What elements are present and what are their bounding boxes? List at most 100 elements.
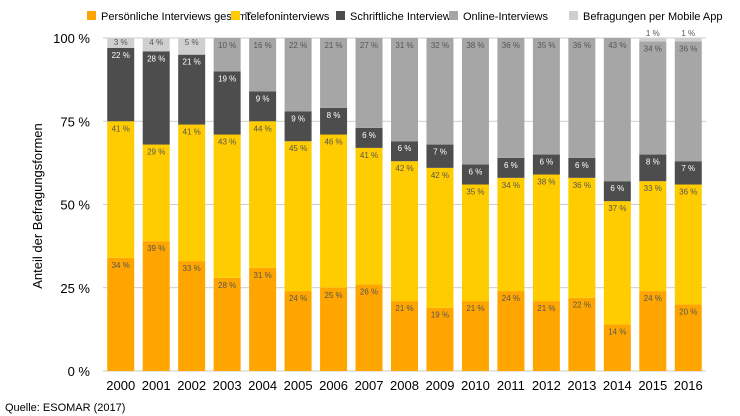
data-label: 28 %	[147, 54, 165, 63]
data-label: 4 %	[149, 38, 163, 47]
bar-segment	[391, 141, 418, 162]
x-tick-label: 2010	[461, 378, 490, 393]
data-label: 3 %	[114, 38, 128, 47]
legend-label: Telefoninterviews	[245, 11, 330, 23]
bar-segment	[355, 284, 383, 371]
data-label: 29 %	[147, 148, 165, 157]
bar-segment	[142, 241, 170, 371]
bar-segment	[320, 134, 348, 288]
bar-segment	[674, 41, 702, 162]
bar-segment	[213, 38, 241, 72]
bar-segment	[107, 38, 135, 48]
y-tick-label: 100 %	[53, 31, 90, 46]
data-label: 41 %	[360, 151, 378, 160]
bar-segment	[107, 47, 135, 122]
bar-segment	[249, 267, 277, 371]
bar-segment	[213, 134, 241, 278]
data-label: 33 %	[183, 264, 201, 273]
data-label: 6 %	[539, 158, 553, 167]
data-label: 7 %	[433, 148, 447, 157]
bar-segment	[639, 181, 667, 292]
bar-segment	[639, 38, 667, 42]
data-label: 21 %	[537, 304, 555, 313]
y-axis: 0 % 25 % 50 % 75 % 100 %	[53, 31, 90, 379]
data-label: 43 %	[608, 41, 626, 50]
bar-segment	[461, 301, 489, 371]
legend: Persönliche Interviews gesamtTelefoninte…	[87, 11, 722, 23]
data-label: 44 %	[254, 124, 272, 133]
y-axis-label: Anteil der Befragungsformen	[30, 123, 45, 288]
data-label: 22 %	[289, 41, 307, 50]
bar-segment	[568, 297, 596, 371]
data-label: 22 %	[573, 301, 591, 310]
source-note: Quelle: ESOMAR (2017)	[5, 402, 125, 414]
data-label: 5 %	[185, 38, 199, 47]
data-label: 39 %	[147, 244, 165, 253]
x-tick-label: 2014	[603, 378, 632, 393]
data-label: 6 %	[398, 144, 412, 153]
data-label: 36 %	[573, 41, 591, 50]
data-label: 21 %	[466, 304, 484, 313]
bar-segment	[284, 291, 312, 371]
data-label: 36 %	[573, 181, 591, 190]
bar-segment	[355, 127, 383, 148]
data-label: 31 %	[395, 41, 413, 50]
data-label: 42 %	[395, 164, 413, 173]
data-label: 21 %	[183, 58, 201, 67]
bar-segment	[603, 324, 631, 371]
data-label: 22 %	[112, 51, 130, 60]
bar-segment	[674, 161, 702, 185]
bar-segment	[355, 38, 383, 128]
bar-segment	[426, 167, 454, 308]
bar-segment	[603, 201, 631, 325]
bar-segment	[532, 301, 560, 371]
data-label: 41 %	[112, 124, 130, 133]
bars: 34 % 41 % 22 % 3 % 39 % 29 % 28 % 4 % 33 % 41 % 21…	[107, 29, 702, 371]
bar-segment	[355, 147, 383, 285]
bar-segment	[497, 157, 525, 178]
x-tick-label: 2000	[106, 378, 135, 393]
data-label: 6 %	[610, 184, 624, 193]
bar-segment	[639, 154, 667, 182]
legend-label: Befragungen per Mobile App	[583, 11, 722, 23]
data-label: 34 %	[644, 44, 662, 53]
data-label: 6 %	[504, 161, 518, 170]
bar-segment	[639, 291, 667, 371]
legend-swatch	[87, 11, 96, 20]
data-label: 10 %	[218, 41, 236, 50]
bar-segment	[674, 304, 702, 371]
x-tick-label: 2006	[319, 378, 348, 393]
x-tick-label: 2001	[142, 378, 171, 393]
data-label: 28 %	[218, 281, 236, 290]
bar-segment	[532, 154, 560, 175]
bar-segment	[249, 38, 277, 92]
data-label: 6 %	[575, 161, 589, 170]
x-tick-label: 2007	[355, 378, 384, 393]
data-label: 19 %	[218, 74, 236, 83]
legend-label: Online-Interviews	[463, 11, 548, 23]
bar-segment	[213, 277, 241, 371]
data-label: 45 %	[289, 144, 307, 153]
data-label: 33 %	[644, 184, 662, 193]
bar-segment	[497, 38, 525, 158]
data-label: 21 %	[395, 304, 413, 313]
data-label: 8 %	[646, 158, 660, 167]
data-label: 31 %	[254, 271, 272, 280]
data-label: 36 %	[679, 44, 697, 53]
data-label: 19 %	[431, 311, 449, 320]
data-label: 26 %	[360, 287, 378, 296]
bar-segment	[497, 291, 525, 371]
data-label: 41 %	[183, 128, 201, 137]
x-tick-label: 2009	[426, 378, 455, 393]
bar-segment	[603, 38, 631, 182]
bar-segment	[461, 38, 489, 165]
data-label: 6 %	[469, 168, 483, 177]
data-label: 24 %	[289, 294, 307, 303]
data-label: 20 %	[679, 307, 697, 316]
bar-segment	[603, 181, 631, 202]
bar-segment	[178, 124, 206, 262]
x-tick-label: 2008	[390, 378, 419, 393]
x-axis: 2000 2001 2002 2003 2004 2005 2006 2007 2008 2009…	[106, 378, 702, 393]
bar-segment	[320, 38, 348, 108]
legend-swatch	[231, 11, 240, 20]
